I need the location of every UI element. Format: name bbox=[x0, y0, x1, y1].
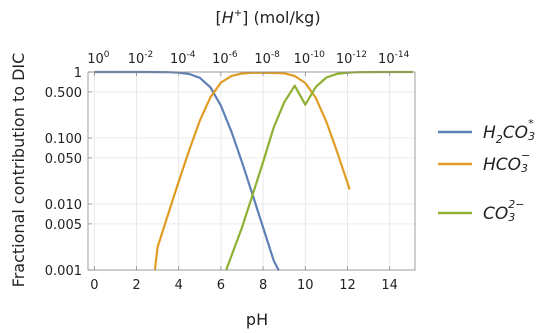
y-tick-labels: 0.001 0.005 0.010 0.050 0.100 0.500 1 bbox=[45, 66, 82, 279]
y-tick-label: 0.050 bbox=[45, 152, 82, 167]
x-tick-label: 6 bbox=[217, 278, 225, 293]
x-tick-label: 14 bbox=[381, 278, 398, 293]
legend: H2CO* 3 HCO− 3 CO2− 3 bbox=[438, 117, 535, 224]
top-tick-label: 100 bbox=[87, 50, 110, 67]
top-tick-label: 10-8 bbox=[254, 50, 280, 67]
x-axis-title: pH bbox=[246, 310, 268, 329]
y-tick-label: 0.005 bbox=[45, 218, 82, 233]
x-tick-labels: 0 2 4 6 8 10 12 14 bbox=[90, 278, 398, 293]
legend-label-co3: CO2− 3 bbox=[483, 198, 524, 224]
x-tick-label: 12 bbox=[339, 278, 356, 293]
top-axis-title: [H+] (mol/kg) bbox=[215, 8, 320, 27]
y-tick-label: 0.001 bbox=[45, 264, 82, 279]
x-tick-label: 8 bbox=[259, 278, 267, 293]
x-tick-label: 0 bbox=[90, 278, 98, 293]
x-tick-label: 10 bbox=[297, 278, 314, 293]
legend-label-hco3: HCO− 3 bbox=[483, 149, 530, 175]
grid-lines bbox=[88, 71, 415, 271]
legend-label-h2co3: H2CO* 3 bbox=[483, 117, 535, 146]
top-tick-label: 10-4 bbox=[170, 50, 196, 67]
y-axis-title: Fractional contribution to DIC bbox=[9, 53, 28, 288]
series-line-h2co3 bbox=[94, 70, 280, 272]
series-line-hco3 bbox=[153, 71, 351, 271]
y-tick-label: 1 bbox=[74, 66, 82, 81]
top-tick-label: 10-6 bbox=[212, 50, 238, 67]
y-tick-label: 0.100 bbox=[45, 132, 82, 147]
top-tick-label: 10-2 bbox=[128, 50, 154, 67]
x-tick-label: 4 bbox=[175, 278, 183, 293]
series-curves bbox=[94, 70, 413, 272]
series-line-co3 bbox=[225, 70, 413, 271]
tick-marks bbox=[88, 71, 391, 271]
y-tick-label: 0.500 bbox=[45, 86, 82, 101]
top-tick-label: 10-12 bbox=[336, 50, 367, 67]
y-tick-label: 0.010 bbox=[45, 198, 82, 213]
top-tick-label: 10-10 bbox=[294, 50, 326, 67]
top-tick-label: 10-14 bbox=[378, 50, 410, 67]
plot-frame bbox=[87, 71, 416, 271]
top-tick-labels: 100 10-2 10-4 10-6 10-8 10-10 10-12 10-14 bbox=[87, 50, 409, 67]
x-tick-label: 2 bbox=[132, 278, 140, 293]
